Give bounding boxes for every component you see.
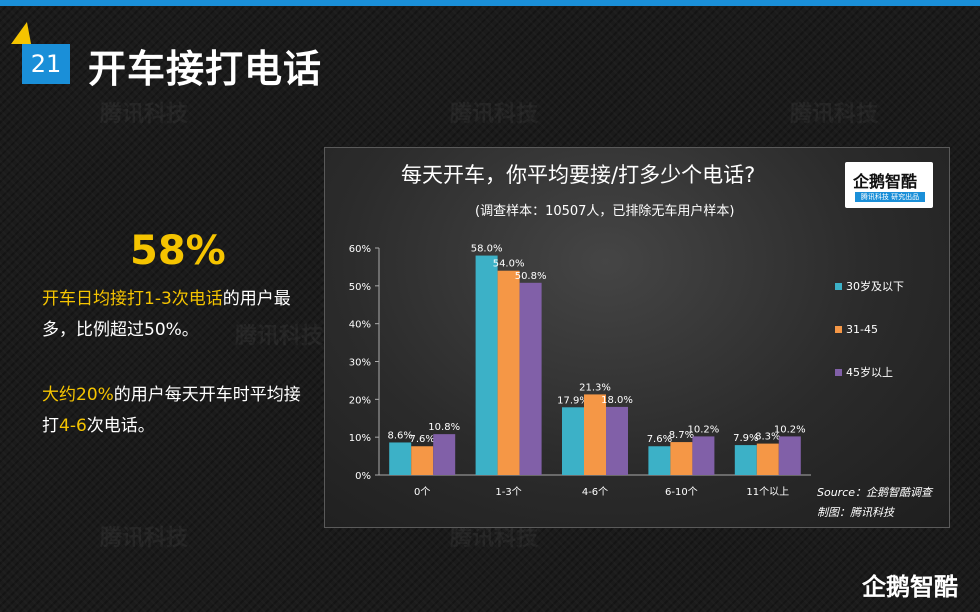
data-label: 58.0% <box>471 244 503 255</box>
bar <box>670 442 693 475</box>
legend-swatch <box>835 326 842 333</box>
y-tick-label: 40% <box>349 320 371 331</box>
x-tick-label: 4-6个 <box>582 486 608 498</box>
x-tick-label: 11个以上 <box>746 486 789 498</box>
watermark: 腾讯科技 <box>100 102 189 127</box>
data-label: 54.0% <box>493 259 525 270</box>
top-accent-bar <box>0 0 980 6</box>
legend-label: 45岁以上 <box>846 365 893 379</box>
legend-label: 31-45 <box>846 323 878 336</box>
page-title: 开车接打电话 <box>88 47 323 91</box>
watermark: 腾讯科技 <box>235 324 324 349</box>
bar <box>756 443 779 475</box>
data-label: 10.2% <box>688 424 720 435</box>
y-tick-label: 0% <box>355 471 371 482</box>
bar <box>519 282 542 475</box>
data-label: 17.9% <box>557 395 589 406</box>
y-tick-label: 20% <box>349 395 371 406</box>
data-label: 21.3% <box>579 382 611 393</box>
bar <box>606 406 628 475</box>
note-2-text-end: 次电话。 <box>86 416 155 436</box>
chart-title: 每天开车，你平均要接/打多少个电话? <box>401 163 756 187</box>
note-1-text: 的用户最多，比例超过50%。 <box>42 289 291 340</box>
source-line: Source：企鹅智酷调查 <box>817 486 933 499</box>
legend-swatch <box>835 283 842 290</box>
bar <box>562 407 584 475</box>
data-label: 18.0% <box>601 395 633 406</box>
chart-panel: 每天开车，你平均要接/打多少个电话? (调查样本：10507人，已排除无车用户样… <box>324 147 950 528</box>
bar <box>389 442 412 475</box>
y-tick-label: 60% <box>349 244 371 255</box>
page-number: 21 <box>22 44 70 84</box>
headline-percentage: 58% <box>130 228 226 274</box>
bar <box>734 445 757 475</box>
data-label: 7.6% <box>409 434 434 445</box>
watermark: 腾讯科技 <box>450 102 539 127</box>
bar <box>778 436 801 475</box>
note-2-text: 的用户每天开车时平均接打 <box>42 385 301 436</box>
chart-logo-name: 企鹅智酷 <box>853 172 918 191</box>
chart-subtitle: (调查样本：10507人，已排除无车用户样本) <box>475 204 735 219</box>
data-label: 8.7% <box>669 430 694 441</box>
y-tick-label: 10% <box>349 433 371 444</box>
chart-logo: 企鹅智酷 腾讯科技 研究出品 <box>845 162 933 208</box>
data-label: 7.9% <box>733 433 758 444</box>
legend-swatch <box>835 369 842 376</box>
bar <box>497 270 520 475</box>
data-label: 10.2% <box>774 424 806 435</box>
page-number-tab <box>11 22 37 44</box>
bar <box>648 446 671 475</box>
legend-label: 30岁及以下 <box>846 279 904 293</box>
bar-chart: 0%10%20%30%40%50%60%8.6%7.6%10.8%0个58.0%… <box>349 244 904 498</box>
y-tick-label: 50% <box>349 282 371 293</box>
data-label: 50.8% <box>515 271 547 282</box>
note-2-highlight: 大约20% <box>42 385 114 405</box>
x-tick-label: 0个 <box>414 486 430 498</box>
note-1: 开车日均接打1-3次电话的用户最多，比例超过50%。 <box>42 284 312 346</box>
credit-line: 制图：腾讯科技 <box>817 506 894 519</box>
note-2-highlight-range: 4-6 <box>59 416 87 436</box>
data-label: 7.6% <box>647 434 672 445</box>
bar <box>411 446 434 475</box>
watermark: 腾讯科技 <box>100 526 189 551</box>
data-label: 10.8% <box>428 422 460 433</box>
bar <box>692 436 715 475</box>
x-tick-label: 6-10个 <box>665 486 698 498</box>
y-tick-label: 30% <box>349 358 371 369</box>
data-label: 8.3% <box>755 432 780 443</box>
chart-logo-strip: 腾讯科技 研究出品 <box>855 192 925 202</box>
bar <box>433 434 456 475</box>
note-2: 大约20%的用户每天开车时平均接打4-6次电话。 <box>42 380 312 442</box>
watermark: 腾讯科技 <box>790 102 879 127</box>
x-tick-label: 1-3个 <box>495 486 521 498</box>
data-label: 8.6% <box>387 430 412 441</box>
footer-logo: 企鹅智酷 <box>862 573 958 601</box>
bar <box>475 255 498 475</box>
watermark: 腾讯科技 <box>450 526 539 551</box>
note-1-highlight: 开车日均接打1-3次电话 <box>42 289 223 309</box>
bar <box>584 394 606 475</box>
